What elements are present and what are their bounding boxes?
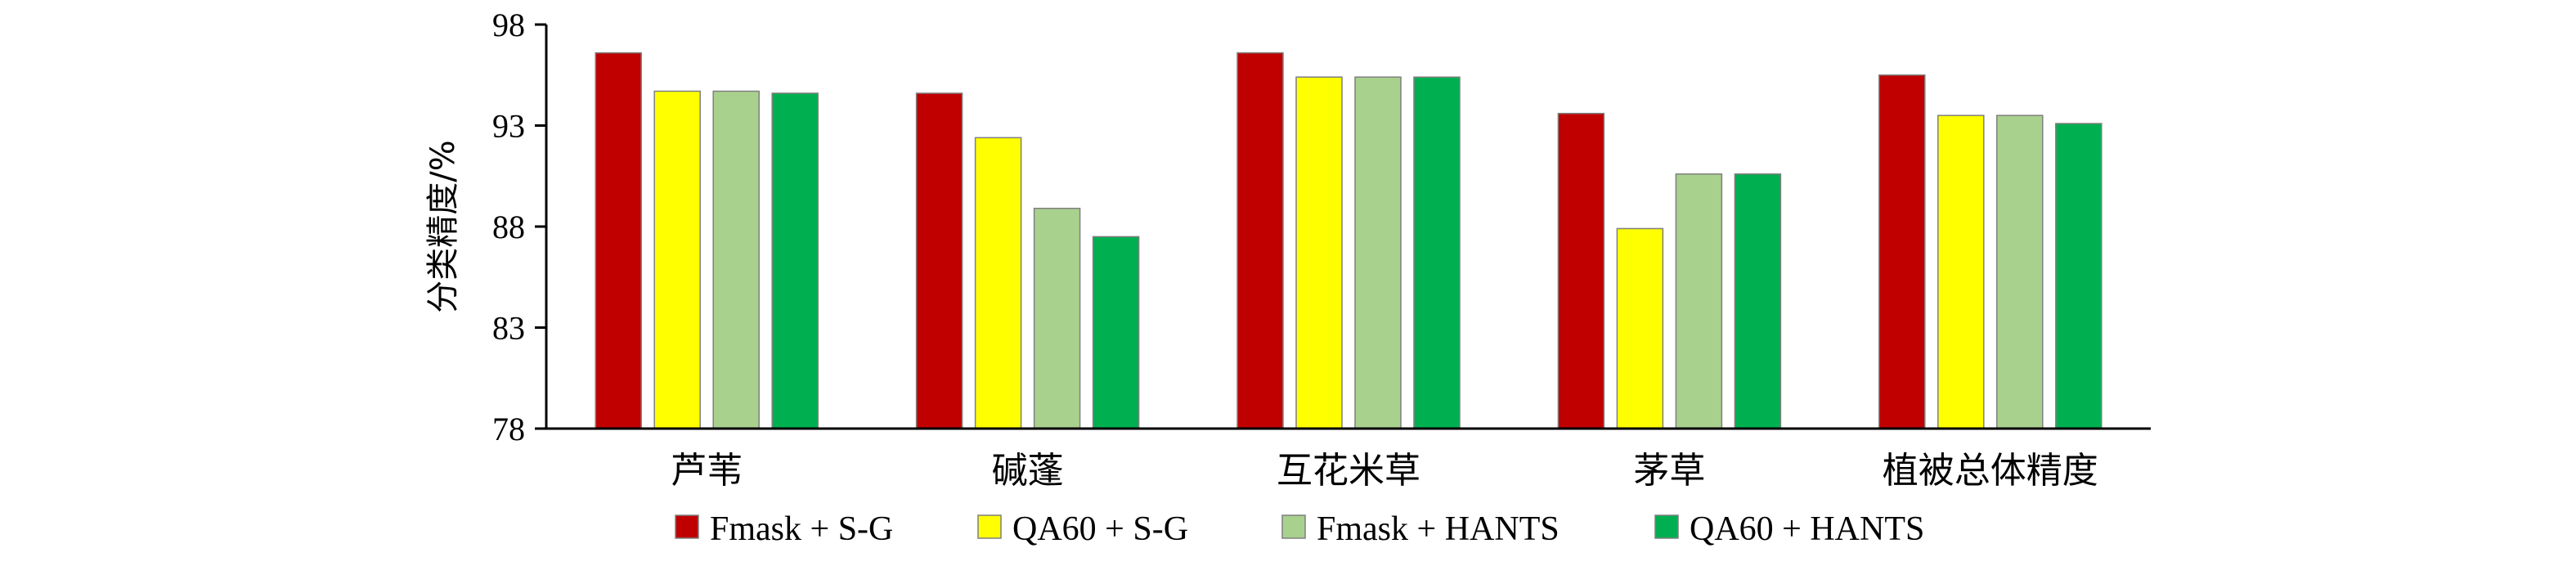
legend-swatch xyxy=(675,514,699,539)
bar-1-2 xyxy=(915,92,963,429)
bar-1-3 xyxy=(1236,52,1284,429)
category-labels-group: 芦苇 碱蓬 互花米草 茅草 植被总体精度 xyxy=(671,450,2098,492)
y-tick-label: 83 xyxy=(492,310,525,347)
bar-3-4 xyxy=(1675,173,1723,429)
y-axis-title: 分类精度/% xyxy=(424,140,462,312)
y-ticks-group: 78 83 88 93 98 xyxy=(492,7,546,447)
legend: Fmask + S-G QA60 + S-G Fmask + HANTS QA60 +… xyxy=(675,510,1924,548)
category-label: 碱蓬 xyxy=(992,450,1064,492)
legend-label: QA60 + S-G xyxy=(1012,510,1188,548)
bar-1-4 xyxy=(1557,112,1605,429)
bar-4-2 xyxy=(1092,236,1140,429)
bar-4-5 xyxy=(2055,123,2103,429)
bar-3-5 xyxy=(1996,115,2044,429)
legend-swatch xyxy=(1654,514,1679,539)
bar-2-3 xyxy=(1295,76,1343,429)
bars-group xyxy=(595,52,2103,429)
category-label: 互花米草 xyxy=(1277,450,1420,492)
bar-3-1 xyxy=(712,90,760,429)
legend-label: QA60 + HANTS xyxy=(1690,510,1924,548)
y-tick-label: 88 xyxy=(492,209,525,245)
category-label: 植被总体精度 xyxy=(1883,450,2098,492)
bar-1-5 xyxy=(1878,74,1926,429)
legend-swatch xyxy=(1281,514,1306,539)
bar-2-1 xyxy=(653,90,701,429)
bar-3-2 xyxy=(1033,208,1081,429)
legend-label: Fmask + HANTS xyxy=(1317,510,1560,548)
bar-1-1 xyxy=(595,52,642,429)
bar-4-4 xyxy=(1734,173,1782,429)
bar-2-2 xyxy=(974,137,1022,429)
y-tick-label: 98 xyxy=(492,7,525,43)
bar-3-3 xyxy=(1354,76,1402,429)
bar-4-3 xyxy=(1413,76,1461,429)
bar-2-5 xyxy=(1937,115,1985,429)
legend-label: Fmask + S-G xyxy=(710,510,893,548)
y-tick-label: 78 xyxy=(492,411,525,447)
bar-2-4 xyxy=(1616,227,1664,429)
category-label: 茅草 xyxy=(1633,450,1705,492)
category-label: 芦苇 xyxy=(671,450,743,492)
legend-swatch xyxy=(977,514,1002,539)
y-tick-label: 93 xyxy=(492,108,525,145)
bar-4-1 xyxy=(771,92,819,429)
